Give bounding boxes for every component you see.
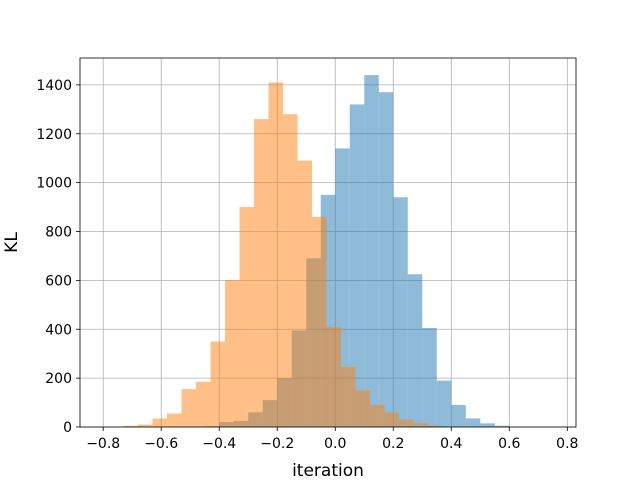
histogram-bar — [355, 390, 371, 427]
histogram-bar — [326, 326, 342, 427]
y-tick-label: 1000 — [36, 176, 72, 192]
x-tick-label: −0.6 — [144, 436, 178, 452]
histogram-bar — [413, 423, 429, 427]
histogram-bar — [399, 419, 414, 427]
x-tick-label: 0.6 — [498, 436, 520, 452]
histogram-bar — [312, 216, 327, 427]
histogram-bar — [465, 418, 481, 427]
x-tick-label: 0.8 — [556, 436, 578, 452]
x-tick-label: −0.4 — [202, 436, 236, 452]
y-tick-label: 0 — [63, 420, 72, 436]
x-tick-label: 0.2 — [382, 436, 404, 452]
ticks-layer: −0.8 −0.6 −0.4 −0.2 0.0 0.2 0.4 0.6 0.8 0 200 400 60… — [36, 78, 578, 452]
histogram-bar — [428, 425, 443, 427]
histogram-bar — [210, 341, 226, 427]
histogram-bar — [123, 425, 139, 427]
histogram-bar — [364, 75, 379, 427]
y-axis-label: KL — [2, 232, 22, 253]
y-tick-label: 600 — [45, 273, 72, 289]
histogram-bar — [378, 92, 394, 428]
x-axis-label: iteration — [292, 461, 364, 480]
x-tick-label: −0.2 — [260, 436, 294, 452]
histogram-bar — [254, 119, 269, 427]
histogram-bar — [436, 380, 452, 427]
x-tick-label: 0.4 — [440, 436, 462, 452]
histogram-bar — [393, 197, 408, 427]
y-tick-label: 400 — [45, 322, 72, 338]
histogram-bar — [138, 424, 153, 427]
histogram-bar — [494, 425, 510, 427]
x-tick-label: 0.0 — [324, 436, 346, 452]
histogram-bar — [341, 367, 356, 427]
histogram-bar — [239, 207, 255, 427]
histogram-bar — [480, 423, 495, 427]
histogram-bar — [451, 405, 466, 427]
histogram-bar — [422, 328, 437, 427]
x-tick-label: −0.8 — [86, 436, 120, 452]
histogram-bar — [225, 280, 240, 427]
histogram-bar — [283, 114, 298, 428]
histogram-bar — [407, 274, 423, 427]
histogram-bar — [370, 405, 385, 427]
histogram-bar — [181, 389, 197, 427]
y-tick-label: 200 — [45, 371, 72, 387]
histogram-bar — [152, 418, 168, 427]
y-tick-label: 800 — [45, 225, 72, 241]
y-tick-label: 1200 — [36, 127, 72, 143]
histogram-bar — [297, 160, 313, 428]
y-tick-label: 1400 — [36, 78, 72, 94]
histogram-bar — [167, 413, 182, 427]
histogram-bar — [349, 104, 365, 427]
plot-frame — [79, 57, 577, 428]
histogram-bar — [196, 381, 211, 427]
bars-layer — [109, 75, 510, 428]
histogram-bar — [268, 82, 284, 428]
histogram-bar — [384, 412, 400, 427]
